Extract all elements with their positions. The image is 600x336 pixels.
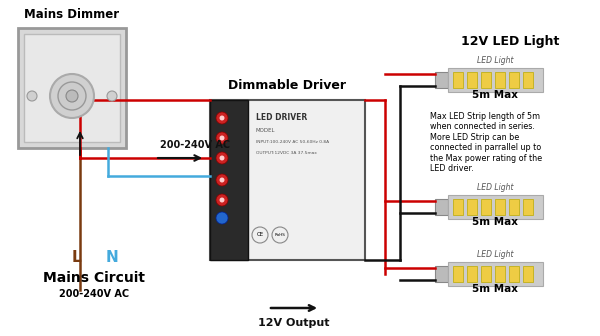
Bar: [481, 72, 491, 88]
Text: N: N: [106, 251, 118, 265]
Text: MODEL: MODEL: [256, 127, 275, 132]
Circle shape: [252, 227, 268, 243]
Text: INPUT:100-240V AC 50-60Hz 0.8A: INPUT:100-240V AC 50-60Hz 0.8A: [256, 140, 329, 144]
Bar: [523, 72, 533, 88]
Circle shape: [216, 212, 228, 224]
Text: L: L: [71, 251, 81, 265]
Circle shape: [27, 91, 37, 101]
Circle shape: [66, 90, 78, 102]
Circle shape: [220, 177, 224, 182]
FancyBboxPatch shape: [24, 34, 120, 142]
Bar: [523, 199, 533, 215]
Bar: [495, 199, 505, 215]
Text: LED Light: LED Light: [477, 183, 514, 192]
Bar: [435, 72, 448, 88]
Text: Mains Dimmer: Mains Dimmer: [25, 8, 119, 21]
Bar: [523, 266, 533, 282]
Circle shape: [220, 198, 224, 203]
Text: 5m Max: 5m Max: [473, 90, 518, 100]
Bar: [448, 262, 543, 286]
Bar: [453, 266, 463, 282]
Bar: [509, 199, 519, 215]
Text: LED Light: LED Light: [477, 250, 514, 259]
Bar: [210, 100, 248, 260]
Bar: [453, 72, 463, 88]
Text: LED DRIVER: LED DRIVER: [256, 114, 307, 123]
Text: Dimmable Driver: Dimmable Driver: [229, 79, 347, 92]
Bar: [210, 100, 365, 260]
Text: 5m Max: 5m Max: [473, 284, 518, 294]
Text: 200-240V AC: 200-240V AC: [59, 289, 129, 299]
Circle shape: [216, 132, 228, 144]
Bar: [453, 199, 463, 215]
Bar: [448, 195, 543, 219]
Circle shape: [220, 135, 224, 140]
Circle shape: [216, 152, 228, 164]
Circle shape: [50, 74, 94, 118]
Bar: [509, 72, 519, 88]
Bar: [495, 72, 505, 88]
Bar: [448, 68, 543, 92]
Circle shape: [220, 156, 224, 161]
Text: 12V Output: 12V Output: [258, 318, 330, 328]
Circle shape: [216, 112, 228, 124]
Text: CE: CE: [256, 233, 263, 238]
Text: 5m Max: 5m Max: [473, 217, 518, 227]
Bar: [435, 199, 448, 215]
Text: LED Light: LED Light: [477, 56, 514, 65]
Circle shape: [58, 82, 86, 110]
Bar: [467, 199, 477, 215]
Circle shape: [107, 91, 117, 101]
Circle shape: [272, 227, 288, 243]
Circle shape: [220, 116, 224, 121]
Bar: [467, 72, 477, 88]
Bar: [481, 266, 491, 282]
Text: Max LED Strip length of 5m
when connected in series.
More LED Strip can be
conne: Max LED Strip length of 5m when connecte…: [430, 112, 542, 173]
Bar: [481, 199, 491, 215]
Circle shape: [216, 194, 228, 206]
Text: Mains Circuit: Mains Circuit: [43, 271, 145, 285]
Bar: [509, 266, 519, 282]
Bar: [495, 266, 505, 282]
Text: OUTPUT:12VDC 3A 37.5max: OUTPUT:12VDC 3A 37.5max: [256, 151, 317, 155]
Text: 200-240V AC: 200-240V AC: [160, 140, 230, 150]
FancyBboxPatch shape: [18, 28, 126, 148]
Bar: [467, 266, 477, 282]
Circle shape: [216, 174, 228, 186]
Text: RoHS: RoHS: [275, 233, 286, 237]
Text: 12V LED Light: 12V LED Light: [461, 35, 559, 48]
Bar: [435, 266, 448, 282]
